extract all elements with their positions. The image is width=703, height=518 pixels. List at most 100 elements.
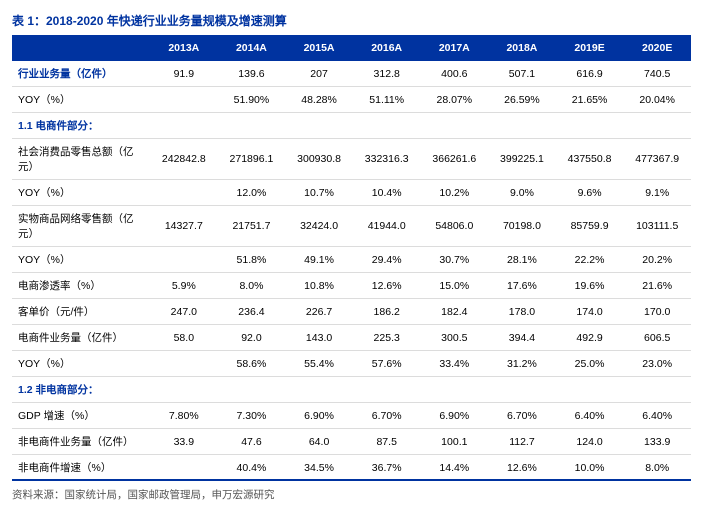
cell: 14.4%: [421, 455, 489, 481]
cell: 225.3: [353, 325, 421, 351]
cell: 10.2%: [421, 180, 489, 206]
cell: 70198.0: [488, 206, 556, 247]
cell: 31.2%: [488, 351, 556, 377]
cell: 58.6%: [218, 351, 286, 377]
table-row: YOY（%）12.0%10.7%10.4%10.2%9.0%9.6%9.1%: [12, 180, 691, 206]
cell: 7.80%: [150, 403, 218, 429]
row-label: 实物商品网络零售额（亿元）: [12, 206, 150, 247]
cell: 178.0: [488, 299, 556, 325]
cell: 207: [285, 61, 353, 87]
cell: 47.6: [218, 429, 286, 455]
table-title: 表 1：2018-2020 年快递行业业务量规模及增速测算: [12, 12, 691, 29]
cell: 9.0%: [488, 180, 556, 206]
cell: 57.6%: [353, 351, 421, 377]
table-body: 行业业务量（亿件）91.9139.6207312.8400.6507.1616.…: [12, 61, 691, 480]
cell: 21751.7: [218, 206, 286, 247]
cell: 12.0%: [218, 180, 286, 206]
cell: 170.0: [623, 299, 691, 325]
cell: 10.0%: [556, 455, 624, 481]
cell: 103111.5: [623, 206, 691, 247]
cell: 12.6%: [488, 455, 556, 481]
cell: 6.70%: [488, 403, 556, 429]
table-row: YOY（%）58.6%55.4%57.6%33.4%31.2%25.0%23.0…: [12, 351, 691, 377]
cell: 616.9: [556, 61, 624, 87]
cell: 32424.0: [285, 206, 353, 247]
table-row: 非电商件业务量（亿件）33.947.664.087.5100.1112.7124…: [12, 429, 691, 455]
source-note: 资料来源：国家统计局，国家邮政管理局，申万宏源研究: [12, 479, 691, 502]
cell: 300930.8: [285, 139, 353, 180]
cell: 58.0: [150, 325, 218, 351]
cell: 54806.0: [421, 206, 489, 247]
col-2014: 2014A: [218, 35, 286, 61]
cell: 85759.9: [556, 206, 624, 247]
row-label: 非电商件增速（%）: [12, 455, 150, 481]
cell: 7.30%: [218, 403, 286, 429]
cell: 133.9: [623, 429, 691, 455]
cell: 477367.9: [623, 139, 691, 180]
table-row: 1.2 非电商部分：: [12, 377, 691, 403]
row-label: 客单价（元/件）: [12, 299, 150, 325]
cell: 332316.3: [353, 139, 421, 180]
cell: 174.0: [556, 299, 624, 325]
table-row: 客单价（元/件）247.0236.4226.7186.2182.4178.017…: [12, 299, 691, 325]
row-label: 1.2 非电商部分：: [12, 377, 691, 403]
table-row: GDP 增速（%）7.80%7.30%6.90%6.70%6.90%6.70%6…: [12, 403, 691, 429]
cell: 20.2%: [623, 247, 691, 273]
cell: 28.07%: [421, 87, 489, 113]
table-row: 实物商品网络零售额（亿元）14327.721751.732424.041944.…: [12, 206, 691, 247]
cell: 64.0: [285, 429, 353, 455]
cell: 182.4: [421, 299, 489, 325]
cell: 271896.1: [218, 139, 286, 180]
table-row: 电商渗透率（%）5.9%8.0%10.8%12.6%15.0%17.6%19.6…: [12, 273, 691, 299]
col-2013: 2013A: [150, 35, 218, 61]
cell: 606.5: [623, 325, 691, 351]
cell: 9.1%: [623, 180, 691, 206]
cell: 186.2: [353, 299, 421, 325]
data-table: 2013A 2014A 2015A 2016A 2017A 2018A 2019…: [12, 35, 691, 480]
header-row: 2013A 2014A 2015A 2016A 2017A 2018A 2019…: [12, 35, 691, 61]
cell: 14327.7: [150, 206, 218, 247]
cell: 33.4%: [421, 351, 489, 377]
col-2015: 2015A: [285, 35, 353, 61]
cell: 36.7%: [353, 455, 421, 481]
cell: 40.4%: [218, 455, 286, 481]
cell: 19.6%: [556, 273, 624, 299]
cell: 12.6%: [353, 273, 421, 299]
col-2017: 2017A: [421, 35, 489, 61]
cell: 242842.8: [150, 139, 218, 180]
cell: 8.0%: [623, 455, 691, 481]
cell: 30.7%: [421, 247, 489, 273]
cell: 51.90%: [218, 87, 286, 113]
row-label: 行业业务量（亿件）: [12, 61, 150, 87]
cell: 10.7%: [285, 180, 353, 206]
cell: 15.0%: [421, 273, 489, 299]
col-2016: 2016A: [353, 35, 421, 61]
cell: 25.0%: [556, 351, 624, 377]
cell: 400.6: [421, 61, 489, 87]
cell: [150, 455, 218, 481]
cell: 366261.6: [421, 139, 489, 180]
cell: [150, 87, 218, 113]
cell: 92.0: [218, 325, 286, 351]
cell: 51.11%: [353, 87, 421, 113]
cell: 124.0: [556, 429, 624, 455]
cell: 8.0%: [218, 273, 286, 299]
cell: 48.28%: [285, 87, 353, 113]
row-label: YOY（%）: [12, 247, 150, 273]
row-label: 1.1 电商件部分：: [12, 113, 691, 139]
table-row: 电商件业务量（亿件）58.092.0143.0225.3300.5394.449…: [12, 325, 691, 351]
row-label: 电商渗透率（%）: [12, 273, 150, 299]
table-row: 1.1 电商件部分：: [12, 113, 691, 139]
cell: 10.4%: [353, 180, 421, 206]
cell: 21.65%: [556, 87, 624, 113]
cell: 740.5: [623, 61, 691, 87]
cell: 33.9: [150, 429, 218, 455]
cell: 437550.8: [556, 139, 624, 180]
cell: [150, 180, 218, 206]
cell: [150, 247, 218, 273]
cell: 51.8%: [218, 247, 286, 273]
cell: 112.7: [488, 429, 556, 455]
cell: 91.9: [150, 61, 218, 87]
col-2018: 2018A: [488, 35, 556, 61]
cell: 300.5: [421, 325, 489, 351]
